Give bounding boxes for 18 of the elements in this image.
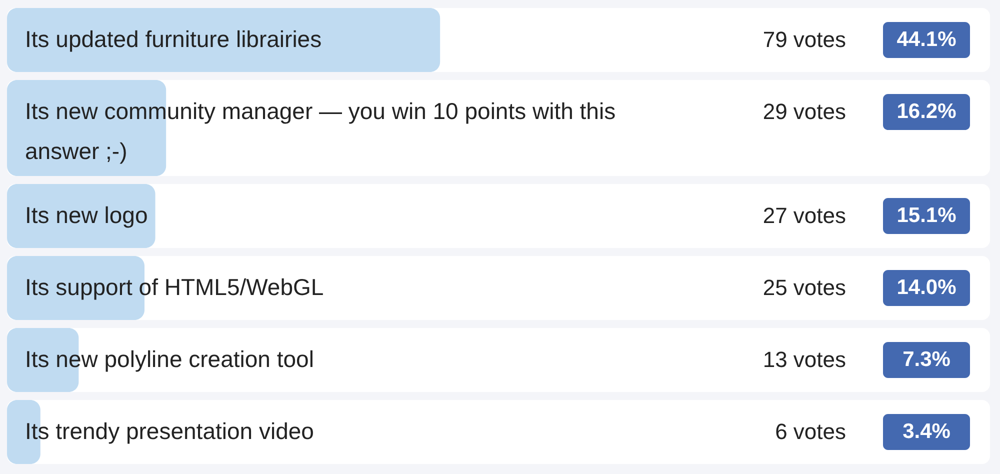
y-tick-label: Its updated furniture librairies (25, 26, 322, 52)
text: 27 votes (762, 203, 846, 228)
data-label: 15.1% (896, 204, 957, 227)
y-tick-label: Its new polyline creation tool (25, 346, 314, 372)
text: 25 votes (762, 275, 846, 300)
text: 29 votes (762, 99, 846, 124)
data-label: 44.1% (896, 28, 957, 51)
text: 79 votes (762, 27, 846, 52)
y-tick-label: Its trendy presentation video (25, 418, 314, 444)
y-tick-label: Its new community manager — you win 10 points with this answer ;-) (25, 98, 616, 164)
text: 13 votes (762, 347, 846, 372)
data-label: 3.4% (902, 420, 951, 443)
data-label: 16.2% (896, 100, 957, 123)
y-tick-label: Its support of HTML5/WebGL (25, 274, 324, 300)
text: 6 votes (775, 419, 846, 444)
y-tick-label: Its new logo (25, 202, 148, 228)
data-label: 14.0% (896, 276, 957, 299)
data-label: 7.3% (902, 348, 951, 371)
